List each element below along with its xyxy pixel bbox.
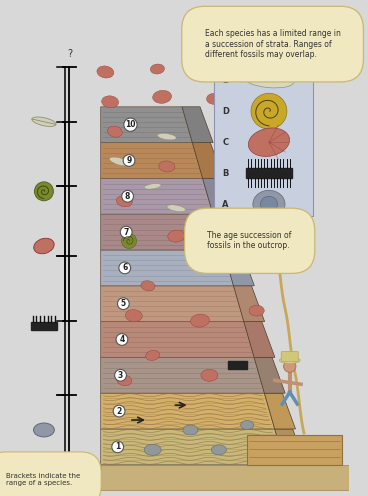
Polygon shape: [254, 358, 285, 393]
Ellipse shape: [144, 444, 161, 455]
Ellipse shape: [216, 233, 231, 249]
Ellipse shape: [224, 198, 241, 210]
Text: 5: 5: [121, 299, 126, 308]
Polygon shape: [101, 465, 349, 490]
Polygon shape: [203, 179, 234, 214]
Polygon shape: [101, 286, 244, 321]
Polygon shape: [101, 142, 203, 179]
Ellipse shape: [168, 230, 185, 242]
Text: 3: 3: [118, 371, 123, 380]
FancyBboxPatch shape: [281, 352, 298, 362]
Polygon shape: [246, 168, 291, 178]
Text: 7: 7: [124, 228, 129, 237]
Polygon shape: [101, 250, 234, 286]
Ellipse shape: [153, 90, 171, 103]
FancyBboxPatch shape: [247, 435, 342, 465]
Polygon shape: [192, 142, 223, 179]
Ellipse shape: [125, 310, 142, 321]
Text: 9: 9: [126, 156, 132, 165]
Text: 8: 8: [125, 192, 130, 201]
Ellipse shape: [117, 374, 132, 386]
Text: Brackets indicate the
range of a species.: Brackets indicate the range of a species…: [6, 473, 80, 486]
Text: Each species has a limited range in
a succession of strata. Ranges of
different : Each species has a limited range in a su…: [205, 29, 340, 59]
Polygon shape: [275, 429, 306, 465]
Ellipse shape: [244, 72, 293, 88]
Polygon shape: [31, 321, 57, 329]
Ellipse shape: [241, 421, 254, 430]
Ellipse shape: [110, 157, 130, 166]
Text: C: C: [222, 138, 229, 147]
Ellipse shape: [214, 155, 233, 162]
Polygon shape: [101, 321, 254, 358]
Ellipse shape: [167, 205, 185, 212]
Ellipse shape: [249, 305, 264, 316]
Ellipse shape: [121, 234, 137, 248]
Ellipse shape: [35, 182, 53, 201]
Ellipse shape: [191, 314, 209, 327]
Ellipse shape: [247, 37, 291, 61]
Polygon shape: [213, 214, 244, 250]
Ellipse shape: [248, 128, 290, 156]
Ellipse shape: [284, 361, 296, 372]
Ellipse shape: [279, 358, 300, 364]
Ellipse shape: [201, 370, 218, 381]
Ellipse shape: [251, 93, 287, 129]
Text: B: B: [222, 169, 229, 178]
Polygon shape: [101, 214, 223, 250]
Ellipse shape: [107, 126, 122, 137]
Text: The age succession of
fossils in the outcrop.: The age succession of fossils in the out…: [208, 231, 292, 250]
Ellipse shape: [97, 66, 114, 78]
Text: 4: 4: [119, 335, 124, 344]
Ellipse shape: [141, 281, 155, 291]
Ellipse shape: [150, 64, 164, 74]
Ellipse shape: [253, 190, 285, 218]
Ellipse shape: [215, 123, 232, 135]
Polygon shape: [265, 393, 296, 429]
Ellipse shape: [211, 445, 226, 455]
Polygon shape: [182, 107, 213, 142]
Ellipse shape: [250, 445, 264, 454]
Ellipse shape: [34, 238, 54, 254]
Text: ?: ?: [67, 49, 72, 59]
Ellipse shape: [102, 96, 118, 108]
Ellipse shape: [32, 117, 56, 126]
Ellipse shape: [144, 184, 161, 189]
Ellipse shape: [183, 425, 198, 435]
Text: E: E: [223, 76, 228, 85]
Ellipse shape: [33, 423, 54, 437]
Polygon shape: [228, 362, 247, 370]
Text: F: F: [223, 45, 228, 54]
Ellipse shape: [261, 196, 277, 212]
Ellipse shape: [206, 93, 222, 104]
Polygon shape: [101, 429, 285, 465]
FancyBboxPatch shape: [214, 37, 314, 216]
Text: 6: 6: [122, 263, 127, 272]
Text: 1: 1: [115, 442, 120, 451]
Polygon shape: [244, 321, 275, 358]
Text: Oldest: Oldest: [251, 221, 276, 230]
Polygon shape: [101, 393, 275, 429]
Text: ?: ?: [67, 473, 72, 483]
Text: 10: 10: [125, 120, 136, 129]
Polygon shape: [101, 107, 192, 142]
Ellipse shape: [250, 226, 264, 236]
Ellipse shape: [158, 133, 176, 140]
Text: 2: 2: [116, 407, 122, 416]
Text: A: A: [222, 200, 229, 209]
Polygon shape: [234, 286, 265, 321]
Text: Youngest: Youngest: [246, 23, 281, 32]
Polygon shape: [101, 358, 265, 393]
Ellipse shape: [116, 196, 132, 207]
Text: D: D: [222, 107, 229, 116]
Polygon shape: [101, 179, 213, 214]
Ellipse shape: [146, 350, 160, 361]
Polygon shape: [223, 250, 254, 286]
Ellipse shape: [159, 161, 175, 172]
